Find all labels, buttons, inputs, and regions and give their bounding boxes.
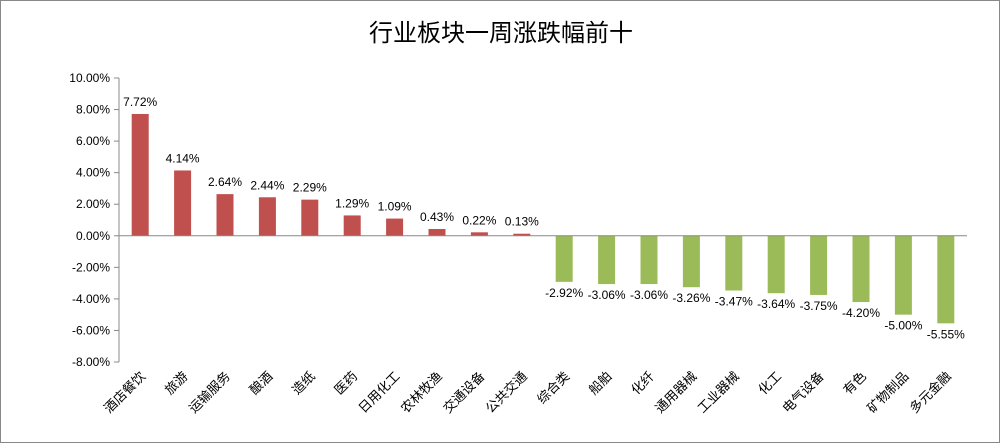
data-label: -3.47% [715, 295, 753, 309]
bar [386, 218, 404, 236]
y-tick-label: 10.00% [69, 71, 110, 85]
x-tick-label: 有色 [840, 369, 869, 398]
y-tick-label: 6.00% [76, 134, 110, 148]
x-tick-label: 公共交通 [483, 369, 530, 416]
data-label: 0.43% [420, 210, 454, 224]
bar [301, 199, 319, 236]
y-tick-label: -6.00% [72, 323, 110, 337]
x-tick-label: 矿物制品 [864, 369, 911, 416]
bar [343, 215, 361, 236]
x-tick-label: 化纤 [628, 369, 657, 398]
x-tick-label: 旅游 [162, 369, 191, 398]
bar [598, 235, 616, 285]
x-tick-label: 酒店餐饮 [101, 369, 148, 416]
data-label: 0.22% [462, 213, 496, 227]
bar [894, 235, 912, 315]
bar [513, 233, 531, 236]
data-label: 1.29% [335, 196, 369, 210]
bar [852, 235, 870, 303]
bar [682, 235, 700, 288]
x-tick-label: 酿酒 [247, 369, 276, 398]
data-label: 2.64% [208, 175, 242, 189]
x-tick-label: 农林牧渔 [398, 369, 445, 416]
data-label: 0.13% [505, 215, 539, 229]
data-label: -3.75% [800, 299, 838, 313]
bar [725, 235, 743, 291]
chart-title: 行业板块一周涨跌幅前十 [369, 19, 633, 47]
bar [640, 235, 658, 285]
x-tick-label: 运输服务 [186, 369, 233, 416]
bar [428, 228, 446, 236]
data-label: 7.72% [123, 95, 157, 109]
bar [555, 235, 573, 282]
y-tick-label: -8.00% [72, 355, 110, 369]
x-tick-label: 日用化工 [355, 369, 402, 416]
bar [470, 232, 488, 236]
data-label: -4.20% [842, 306, 880, 320]
data-label: -3.06% [588, 288, 626, 302]
bar [810, 235, 828, 295]
y-tick-label: 2.00% [76, 197, 110, 211]
x-tick-label: 综合类 [534, 369, 572, 407]
data-label: 2.29% [293, 181, 327, 195]
bar [767, 235, 785, 294]
x-tick-label: 交通设备 [440, 369, 487, 416]
y-tick-label: 8.00% [76, 103, 110, 117]
data-label: 2.44% [250, 178, 284, 192]
bar [216, 194, 234, 236]
x-tick-label: 医药 [331, 369, 360, 398]
x-tick-label: 造纸 [289, 369, 318, 398]
data-label: -3.26% [672, 291, 710, 305]
y-tick-label: -2.00% [72, 260, 110, 274]
x-tick-label: 多元金融 [907, 369, 954, 416]
x-tick-label: 船舶 [586, 369, 615, 398]
data-label: 4.14% [166, 151, 200, 165]
y-tick-label: 0.00% [76, 229, 110, 243]
bar [174, 170, 192, 236]
x-tick-label: 化工 [755, 369, 784, 398]
data-label: -5.00% [884, 319, 922, 333]
data-label: -3.06% [630, 288, 668, 302]
y-tick-label: 4.00% [76, 166, 110, 180]
bar [258, 197, 276, 236]
x-tick-label: 通用器械 [652, 369, 699, 416]
y-tick-label: -4.00% [72, 292, 110, 306]
x-tick-label: 电气设备 [779, 369, 826, 416]
data-label: -2.92% [545, 286, 583, 300]
x-tick-label: 工业器械 [695, 369, 742, 416]
bar [937, 235, 955, 324]
bar [131, 113, 149, 236]
data-label: -3.64% [757, 297, 795, 311]
data-label: -5.55% [927, 327, 965, 341]
data-label: 1.09% [378, 200, 412, 214]
